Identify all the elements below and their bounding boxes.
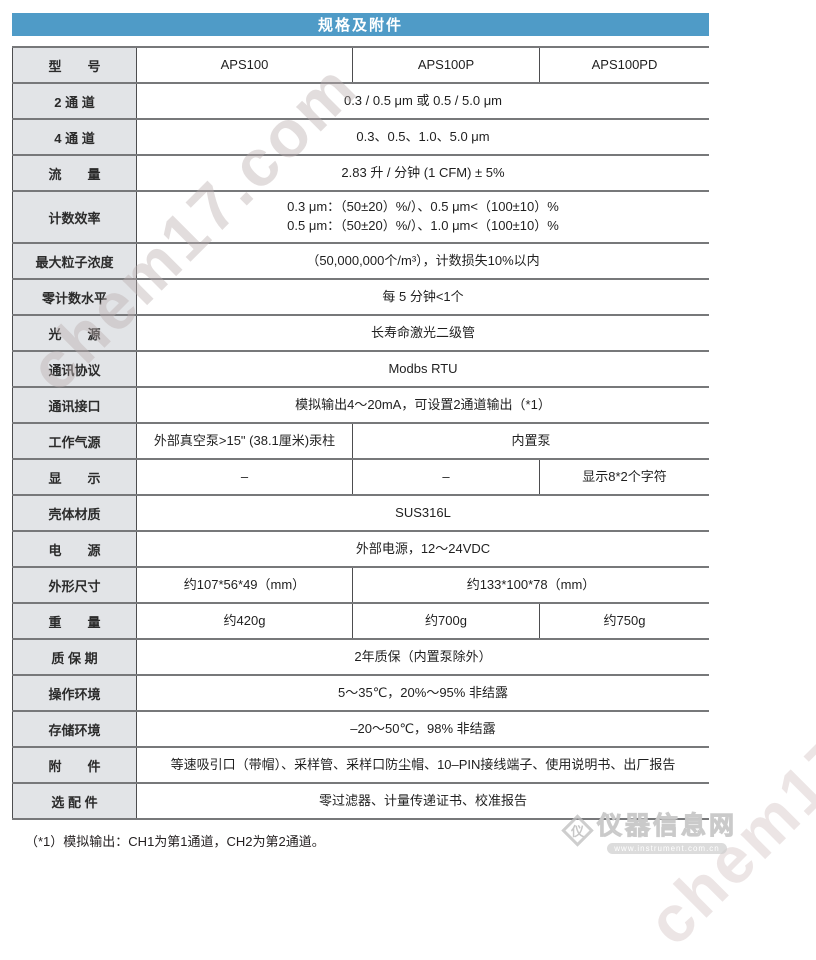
spec-value-cell: – [137,460,352,494]
row-label: 2 通 道 [12,84,137,118]
spec-value-cell: 显示8*2个字符 [539,460,709,494]
table-row-light-source: 光 源 长寿命激光二级管 [12,314,709,350]
spec-value-cell: APS100PD [539,48,709,82]
table-row-power: 电 源 外部电源，12～24VDC [12,530,709,566]
spec-value-cell: 约750g [539,604,709,638]
row-label: 存储环境 [12,712,137,746]
section-title: 规格及附件 [317,17,403,34]
table-row-operating-env: 操作环境 5～35℃，20%～95% 非结露 [12,674,709,710]
row-label: 操作环境 [12,676,137,710]
footnote: （*1）模拟输出：CH1为第1通道，CH2为第2通道。 [25,834,325,849]
spec-value-cell: 5～35℃，20%～95% 非结露 [137,676,709,710]
table-row-weight: 重 量 约420g 约700g 约750g [12,602,709,638]
row-label: 工作气源 [12,424,137,458]
row-label: 型 号 [12,48,137,82]
spec-value-cell: APS100 [137,48,352,82]
row-label: 质 保 期 [12,640,137,674]
spec-value-cell: 2年质保（内置泵除外） [137,640,709,674]
row-label: 通讯协议 [12,352,137,386]
row-label: 计数效率 [12,192,137,242]
spec-value-cell: 等速吸引口（带帽）、采样管、采样口防尘帽、10–PIN接线端子、使用说明书、出厂… [137,748,709,782]
spec-value-cell: 2.83 升 / 分钟 (1 CFM) ± 5% [137,156,709,190]
spec-value-cell: 模拟输出4～20mA，可设置2通道输出（*1） [137,388,709,422]
spec-value-cell: 0.3、0.5、1.0、5.0 μm [137,120,709,154]
spec-value-cell: 0.3 μm：（50±20）%/）、0.5 μm<（100±10）% 0.5 μ… [137,192,709,242]
table-row-2channel: 2 通 道 0.3 / 0.5 μm 或 0.5 / 5.0 μm [12,82,709,118]
row-label: 光 源 [12,316,137,350]
spec-value-cell: 约420g [137,604,352,638]
spec-value-cell: – [352,460,539,494]
row-label: 外形尺寸 [12,568,137,602]
spec-value-cell: 长寿命激光二级管 [137,316,709,350]
table-row-display: 显 示 – – 显示8*2个字符 [12,458,709,494]
spec-value-cell: APS100P [352,48,539,82]
table-row-interface: 通讯接口 模拟输出4～20mA，可设置2通道输出（*1） [12,386,709,422]
row-label: 附 件 [12,748,137,782]
diamond-logo-glyph: 仪 [570,823,585,839]
table-row-max-concentration: 最大粒子浓度 （50,000,000个/m³），计数损失10%以内 [12,242,709,278]
table-row-air-source: 工作气源 外部真空泵>15" (38.1厘米)汞柱 内置泵 [12,422,709,458]
table-row-housing: 壳体材质 SUS316L [12,494,709,530]
spec-table: 型 号 APS100 APS100P APS100PD 2 通 道 0.3 / … [12,46,709,820]
table-row-warranty: 质 保 期 2年质保（内置泵除外） [12,638,709,674]
table-row-zero-count: 零计数水平 每 5 分钟<1个 [12,278,709,314]
spec-value-cell: 外部电源，12～24VDC [137,532,709,566]
table-row-storage-env: 存储环境 –20～50℃，98% 非结露 [12,710,709,746]
spec-value-cell: 每 5 分钟<1个 [137,280,709,314]
table-row-protocol: 通讯协议 Modbs RTU [12,350,709,386]
table-row-counting-efficiency: 计数效率 0.3 μm：（50±20）%/）、0.5 μm<（100±10）% … [12,190,709,242]
row-label: 4 通 道 [12,120,137,154]
row-label: 零计数水平 [12,280,137,314]
table-row-accessories: 附 件 等速吸引口（带帽）、采样管、采样口防尘帽、10–PIN接线端子、使用说明… [12,746,709,782]
row-label: 重 量 [12,604,137,638]
spec-value-cell: 约133*100*78（mm） [352,568,709,602]
spec-value-cell: 零过滤器、计量传递证书、校准报告 [137,784,709,818]
table-row-flow: 流 量 2.83 升 / 分钟 (1 CFM) ± 5% [12,154,709,190]
section-title-bar: 规格及附件 [12,13,709,36]
row-label: 显 示 [12,460,137,494]
spec-value-cell: –20～50℃，98% 非结露 [137,712,709,746]
spec-value-cell: Modbs RTU [137,352,709,386]
spec-value-cell: 约700g [352,604,539,638]
table-row-dimensions: 外形尺寸 约107*56*49（mm） 约133*100*78（mm） [12,566,709,602]
row-label: 流 量 [12,156,137,190]
row-label: 壳体材质 [12,496,137,530]
spec-value-cell: 外部真空泵>15" (38.1厘米)汞柱 [137,424,352,458]
table-row-4channel: 4 通 道 0.3、0.5、1.0、5.0 μm [12,118,709,154]
spec-value-cell: （50,000,000个/m³），计数损失10%以内 [137,244,709,278]
table-row-model: 型 号 APS100 APS100P APS100PD [12,46,709,82]
row-label: 电 源 [12,532,137,566]
spec-value-cell: 0.3 / 0.5 μm 或 0.5 / 5.0 μm [137,84,709,118]
row-label: 最大粒子浓度 [12,244,137,278]
spec-value-cell: 约107*56*49（mm） [137,568,352,602]
spec-value-cell: 内置泵 [352,424,709,458]
watermark-site-url: www.instrument.com.cn [607,843,727,854]
spec-value-cell: SUS316L [137,496,709,530]
table-row-options: 选 配 件 零过滤器、计量传递证书、校准报告 [12,782,709,818]
row-label: 通讯接口 [12,388,137,422]
row-label: 选 配 件 [12,784,137,818]
